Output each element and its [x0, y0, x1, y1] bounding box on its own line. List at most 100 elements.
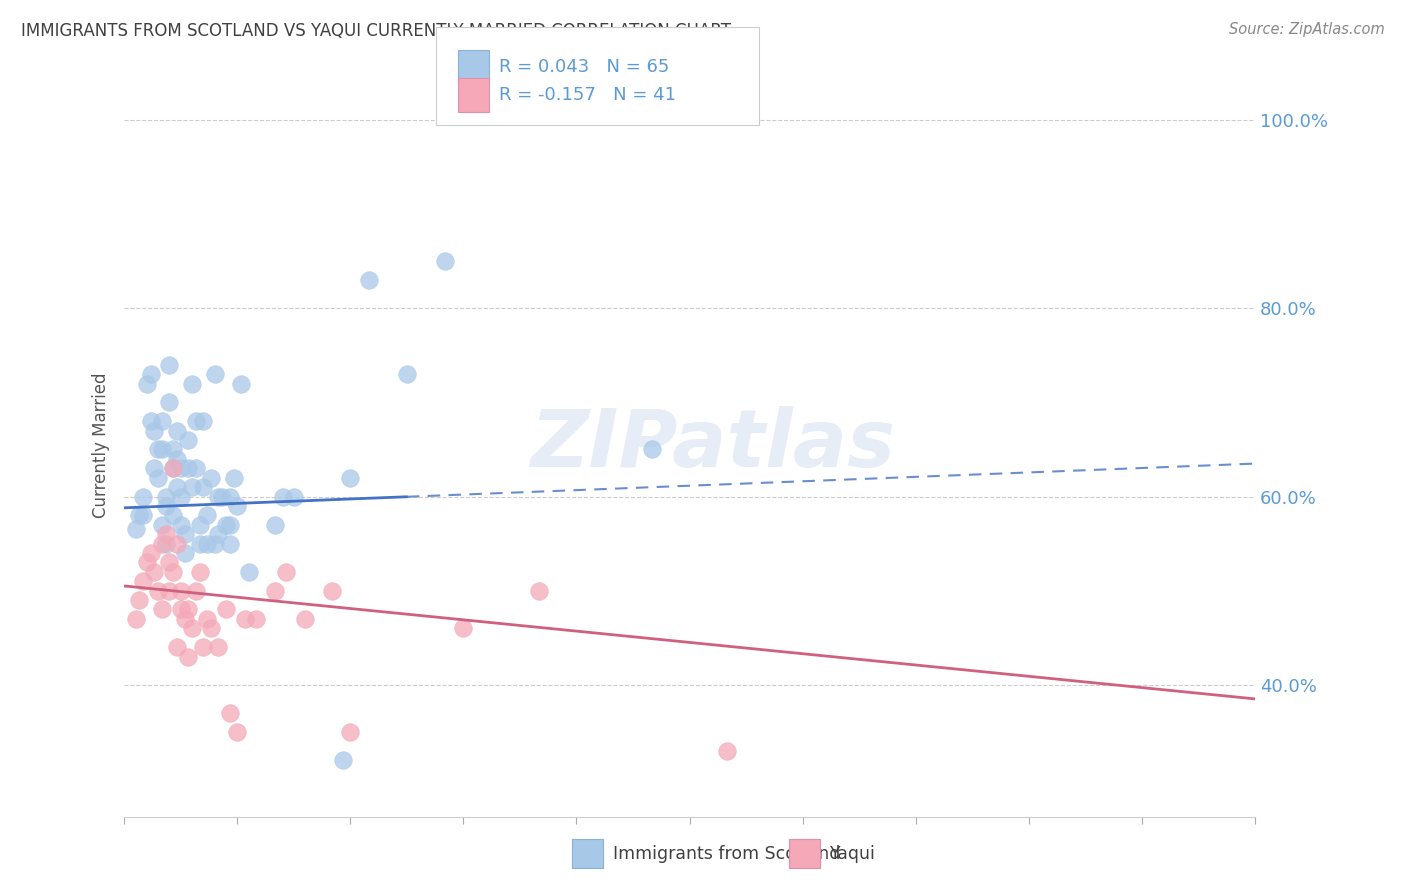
Point: [177, 649, 200, 664]
Point: [139, 367, 162, 381]
Point: [226, 724, 249, 739]
Text: R = -0.157   N = 41: R = -0.157 N = 41: [499, 87, 676, 104]
Point: [162, 508, 184, 523]
Point: [433, 254, 456, 268]
Point: [181, 480, 204, 494]
Point: [162, 461, 184, 475]
Point: [135, 376, 157, 391]
Point: [229, 376, 252, 391]
Point: [339, 471, 361, 485]
Point: [170, 517, 193, 532]
Point: [181, 621, 204, 635]
Point: [184, 414, 207, 428]
Point: [271, 490, 294, 504]
Point: [162, 565, 184, 579]
Point: [124, 523, 146, 537]
Point: [166, 640, 188, 654]
Point: [177, 461, 200, 475]
Point: [150, 414, 173, 428]
Point: [170, 602, 193, 616]
Point: [132, 574, 155, 589]
Point: [193, 414, 215, 428]
Point: [159, 556, 181, 570]
Point: [166, 536, 188, 550]
Point: [143, 565, 166, 579]
Point: [177, 433, 200, 447]
Point: [155, 490, 177, 504]
Point: [184, 461, 207, 475]
Point: [143, 461, 166, 475]
Point: [204, 367, 226, 381]
Point: [188, 517, 211, 532]
Point: [173, 546, 195, 560]
Text: ZIPatlas: ZIPatlas: [530, 406, 894, 483]
Point: [238, 565, 260, 579]
Point: [162, 442, 184, 457]
Point: [233, 612, 256, 626]
Point: [128, 508, 150, 523]
Point: [222, 471, 245, 485]
Point: [155, 527, 177, 541]
Point: [132, 508, 155, 523]
Text: IMMIGRANTS FROM SCOTLAND VS YAQUI CURRENTLY MARRIED CORRELATION CHART: IMMIGRANTS FROM SCOTLAND VS YAQUI CURREN…: [21, 22, 731, 40]
Point: [195, 536, 218, 550]
Point: [150, 517, 173, 532]
Point: [218, 517, 240, 532]
Point: [143, 424, 166, 438]
Point: [135, 556, 157, 570]
Point: [211, 490, 233, 504]
Point: [166, 480, 188, 494]
Point: [166, 424, 188, 438]
Point: [150, 536, 173, 550]
Point: [321, 583, 343, 598]
Point: [207, 490, 229, 504]
Point: [215, 602, 238, 616]
Point: [146, 471, 169, 485]
Point: [166, 451, 188, 466]
Point: [453, 621, 475, 635]
Text: R = 0.043   N = 65: R = 0.043 N = 65: [499, 58, 669, 76]
Point: [150, 442, 173, 457]
Point: [207, 527, 229, 541]
Point: [215, 517, 238, 532]
Point: [218, 706, 240, 720]
Point: [184, 583, 207, 598]
Point: [218, 536, 240, 550]
Point: [173, 612, 195, 626]
Point: [195, 612, 218, 626]
Point: [155, 536, 177, 550]
Point: [193, 640, 215, 654]
Point: [150, 602, 173, 616]
Point: [245, 612, 267, 626]
Point: [193, 480, 215, 494]
Text: Immigrants from Scotland: Immigrants from Scotland: [613, 845, 841, 863]
Point: [332, 753, 354, 767]
Point: [188, 536, 211, 550]
Point: [139, 546, 162, 560]
Point: [170, 490, 193, 504]
Point: [132, 490, 155, 504]
Point: [200, 471, 222, 485]
Point: [146, 583, 169, 598]
Point: [204, 536, 226, 550]
Point: [359, 273, 381, 287]
Point: [195, 508, 218, 523]
Point: [124, 612, 146, 626]
Point: [159, 358, 181, 372]
Point: [128, 593, 150, 607]
Point: [146, 442, 169, 457]
Point: [181, 376, 204, 391]
Text: Source: ZipAtlas.com: Source: ZipAtlas.com: [1229, 22, 1385, 37]
Y-axis label: Currently Married: Currently Married: [93, 372, 110, 517]
Point: [641, 442, 664, 457]
Point: [218, 490, 240, 504]
Point: [294, 612, 316, 626]
Point: [170, 583, 193, 598]
Point: [276, 565, 298, 579]
Point: [159, 395, 181, 409]
Point: [173, 527, 195, 541]
Point: [162, 461, 184, 475]
Point: [177, 602, 200, 616]
Point: [716, 744, 738, 758]
Point: [207, 640, 229, 654]
